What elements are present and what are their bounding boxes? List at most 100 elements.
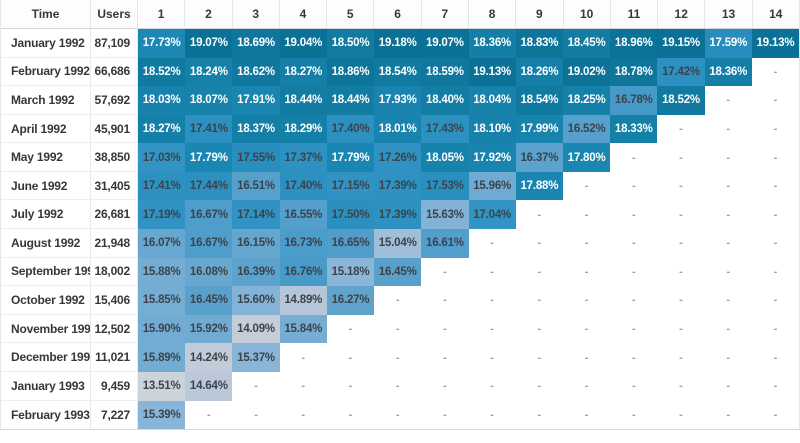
retention-cell[interactable]: 17.73% <box>138 29 186 58</box>
retention-cell[interactable]: 16.76% <box>279 257 327 287</box>
retention-cell[interactable]: 18.69% <box>232 29 280 58</box>
retention-cell[interactable]: 17.79% <box>185 143 233 172</box>
retention-cell[interactable]: 14.89% <box>279 286 327 315</box>
retention-cell[interactable]: 17.39% <box>374 200 422 230</box>
retention-cell[interactable]: 16.27% <box>326 286 375 315</box>
retention-cell[interactable]: 18.83% <box>515 29 563 58</box>
retention-cell[interactable]: 17.92% <box>468 143 516 172</box>
retention-cell[interactable]: 17.80% <box>562 143 611 172</box>
retention-cell[interactable]: 16.61% <box>421 229 469 258</box>
retention-cell[interactable]: 17.88% <box>515 171 563 201</box>
retention-cell[interactable]: 17.79% <box>326 143 375 172</box>
retention-cell[interactable]: 17.53% <box>421 171 469 201</box>
retention-cell[interactable]: 17.91% <box>232 86 280 115</box>
retention-cell[interactable]: 17.40% <box>326 114 375 144</box>
retention-cell[interactable]: 15.18% <box>326 257 375 287</box>
retention-cell[interactable]: 15.96% <box>468 171 516 201</box>
retention-cell[interactable]: 18.86% <box>326 57 375 87</box>
retention-cell[interactable]: 18.52% <box>657 86 705 115</box>
retention-cell[interactable]: 16.39% <box>232 257 280 287</box>
retention-cell[interactable]: 17.40% <box>279 171 327 201</box>
retention-cell[interactable]: 18.10% <box>468 114 516 144</box>
retention-cell[interactable]: 19.07% <box>185 29 233 58</box>
retention-cell[interactable]: 15.37% <box>232 343 280 372</box>
retention-cell[interactable]: 17.39% <box>374 171 422 201</box>
retention-cell[interactable]: 17.26% <box>374 143 422 172</box>
retention-cell[interactable]: 14.24% <box>185 343 233 372</box>
retention-cell[interactable]: 18.03% <box>138 86 186 115</box>
retention-cell[interactable]: 16.52% <box>562 114 611 144</box>
retention-cell[interactable]: 17.41% <box>185 114 233 144</box>
retention-cell[interactable]: 16.65% <box>326 229 375 258</box>
retention-cell[interactable]: 16.55% <box>279 200 327 230</box>
retention-cell[interactable]: 17.93% <box>374 86 422 115</box>
retention-cell[interactable]: 15.84% <box>279 314 327 344</box>
retention-cell[interactable]: 16.67% <box>185 229 233 258</box>
retention-cell[interactable]: 15.63% <box>421 200 469 230</box>
retention-cell[interactable]: 18.01% <box>374 114 422 144</box>
retention-cell[interactable]: 18.25% <box>562 86 611 115</box>
retention-cell[interactable]: 18.44% <box>326 86 375 115</box>
retention-cell[interactable]: 17.41% <box>138 171 186 201</box>
retention-cell[interactable]: 15.04% <box>374 229 422 258</box>
retention-cell[interactable]: 16.37% <box>515 143 563 172</box>
retention-cell[interactable]: 16.15% <box>232 229 280 258</box>
retention-cell[interactable]: 18.29% <box>279 114 327 144</box>
retention-cell[interactable]: 16.73% <box>279 229 327 258</box>
retention-cell[interactable]: 16.67% <box>185 200 233 230</box>
retention-cell[interactable]: 18.40% <box>421 86 469 115</box>
retention-cell[interactable]: 18.62% <box>232 57 280 87</box>
retention-cell[interactable]: 18.33% <box>610 114 658 144</box>
retention-cell[interactable]: 16.08% <box>185 257 233 287</box>
retention-cell[interactable]: 17.37% <box>279 143 327 172</box>
retention-cell[interactable]: 19.13% <box>468 57 516 87</box>
retention-cell[interactable]: 18.96% <box>610 29 658 58</box>
retention-cell[interactable]: 15.39% <box>138 400 186 430</box>
retention-cell[interactable]: 19.18% <box>374 29 422 58</box>
retention-cell[interactable]: 18.26% <box>515 57 563 87</box>
retention-cell[interactable]: 18.45% <box>562 29 611 58</box>
retention-cell[interactable]: 18.78% <box>610 57 658 87</box>
retention-cell[interactable]: 18.05% <box>421 143 469 172</box>
retention-cell[interactable]: 17.55% <box>232 143 280 172</box>
retention-cell[interactable]: 17.44% <box>185 171 233 201</box>
retention-cell[interactable]: 18.27% <box>279 57 327 87</box>
retention-cell[interactable]: 18.37% <box>232 114 280 144</box>
retention-cell[interactable]: 18.24% <box>185 57 233 87</box>
retention-cell[interactable]: 14.64% <box>185 371 233 401</box>
retention-cell[interactable]: 18.52% <box>138 57 186 87</box>
retention-cell[interactable]: 15.85% <box>138 286 186 315</box>
retention-cell[interactable]: 14.09% <box>232 314 280 344</box>
retention-cell[interactable]: 17.03% <box>138 143 186 172</box>
retention-cell[interactable]: 13.51% <box>138 371 186 401</box>
retention-cell[interactable]: 15.92% <box>185 314 233 344</box>
retention-cell[interactable]: 16.45% <box>185 286 233 315</box>
retention-cell[interactable]: 17.04% <box>468 200 516 230</box>
retention-cell[interactable]: 17.43% <box>421 114 469 144</box>
retention-cell[interactable]: 15.60% <box>232 286 280 315</box>
retention-cell[interactable]: 18.36% <box>704 57 752 87</box>
retention-cell[interactable]: 16.51% <box>232 171 280 201</box>
retention-cell[interactable]: 18.54% <box>515 86 563 115</box>
retention-cell[interactable]: 18.50% <box>326 29 375 58</box>
retention-cell[interactable]: 18.27% <box>138 114 186 144</box>
retention-cell[interactable]: 18.04% <box>468 86 516 115</box>
retention-cell[interactable]: 17.50% <box>326 200 375 230</box>
retention-cell[interactable]: 16.45% <box>374 257 422 287</box>
retention-cell[interactable]: 18.07% <box>185 86 233 115</box>
retention-cell[interactable]: 16.07% <box>138 229 186 258</box>
retention-cell[interactable]: 19.07% <box>421 29 469 58</box>
retention-cell[interactable]: 15.89% <box>138 343 186 372</box>
retention-cell[interactable]: 18.54% <box>374 57 422 87</box>
retention-cell[interactable]: 18.59% <box>421 57 469 87</box>
retention-cell[interactable]: 18.44% <box>279 86 327 115</box>
retention-cell[interactable]: 17.59% <box>704 29 752 58</box>
retention-cell[interactable]: 17.15% <box>326 171 375 201</box>
retention-cell[interactable]: 19.02% <box>562 57 611 87</box>
retention-cell[interactable]: 15.90% <box>138 314 186 344</box>
retention-cell[interactable]: 17.99% <box>515 114 563 144</box>
retention-cell[interactable]: 17.42% <box>657 57 705 87</box>
retention-cell[interactable]: 18.36% <box>468 29 516 58</box>
retention-cell[interactable]: 16.78% <box>610 86 658 115</box>
retention-cell[interactable]: 17.14% <box>232 200 280 230</box>
